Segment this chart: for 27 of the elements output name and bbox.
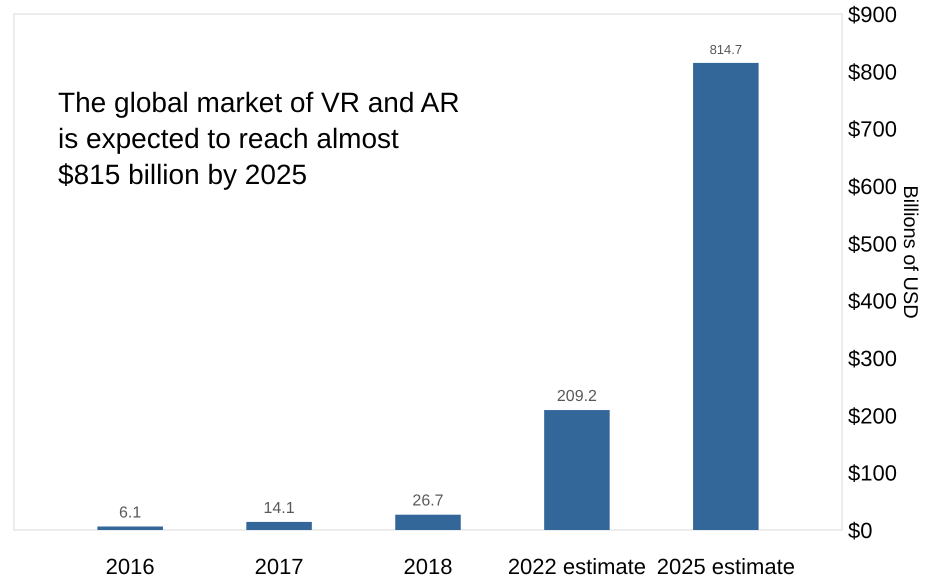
data-label: 14.1 — [264, 500, 295, 517]
y-tick-label: $300 — [848, 346, 897, 371]
x-tick-label: 2017 — [254, 554, 304, 579]
y-tick-label: $100 — [848, 460, 897, 486]
data-label: 6.1 — [119, 504, 142, 522]
bar — [544, 410, 610, 530]
bar — [395, 514, 461, 530]
y-tick-label: $0 — [848, 518, 872, 543]
data-label: 26.7 — [412, 492, 444, 510]
bar — [693, 62, 759, 530]
x-tick-label: 2025 estimate — [656, 554, 795, 579]
y-tick-label: $800 — [848, 59, 897, 84]
x-tick-label: 2022 estimate — [508, 554, 646, 579]
bar — [246, 522, 312, 530]
annotation: The global market of VR and AR is expected to reach almost $815 billion by 2025 — [58, 87, 460, 190]
y-tick-label: $200 — [848, 403, 897, 428]
y-tick-label: $700 — [848, 116, 897, 142]
data-label: 209.2 — [556, 388, 598, 406]
y-axis-title: Billions of USD — [899, 185, 921, 319]
y-tick-label: $500 — [848, 231, 897, 256]
y-tick-label: $600 — [848, 174, 897, 199]
data-label: 814.7 — [710, 42, 742, 57]
bar — [97, 526, 163, 530]
y-tick-label: $900 — [848, 2, 897, 27]
x-tick-label: 2018 — [404, 554, 452, 579]
x-tick-label: 2016 — [106, 554, 155, 579]
y-tick-label: $400 — [848, 288, 897, 314]
